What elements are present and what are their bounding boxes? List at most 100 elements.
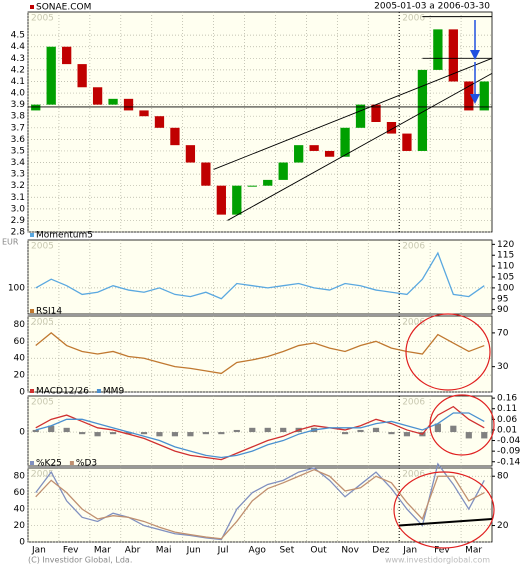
- histogram-bar: [94, 432, 101, 437]
- y-tick-label: 3.2: [11, 181, 25, 191]
- histogram-bar: [434, 423, 441, 433]
- x-tick-label: Ago: [249, 546, 267, 556]
- y-tick-label: 4.2: [11, 65, 25, 75]
- histogram-bar: [218, 432, 225, 435]
- y-tick-label: 0: [19, 428, 25, 438]
- y-tick-label: 4.5: [11, 31, 25, 41]
- y-tick-label: 3.8: [11, 112, 26, 122]
- legend-swatch: [96, 389, 101, 393]
- y-tick-label: 4.1: [11, 77, 25, 87]
- candle: [232, 185, 242, 215]
- x-tick-label: Fev: [63, 546, 79, 556]
- candle: [433, 29, 443, 70]
- ellipse: [393, 471, 495, 549]
- x-tick-label: Mar: [94, 546, 111, 556]
- y-tick-label: 4.0: [11, 89, 26, 99]
- panel: [27, 395, 493, 467]
- y2-tick-label: -0.04: [497, 436, 521, 446]
- candle: [185, 145, 196, 163]
- candle: [417, 69, 428, 151]
- legend-swatch: [30, 461, 34, 465]
- y2-tick-label: -0.14: [497, 457, 521, 467]
- histogram-bar: [156, 432, 163, 437]
- copyright: (C) Investidor Global, Lda.: [28, 556, 132, 565]
- histogram-bar: [48, 425, 55, 433]
- legend-label: MM9: [103, 387, 125, 397]
- y-tick-label: 3.6: [11, 135, 26, 145]
- candle: [402, 133, 412, 151]
- ellipse: [405, 313, 491, 391]
- arrow-head: [470, 94, 480, 104]
- y-tick-label: 100: [8, 283, 25, 293]
- histogram-bar: [125, 432, 132, 435]
- y-tick-label: 3.4: [11, 158, 26, 168]
- series-line: [35, 412, 485, 459]
- y-tick-label: 4.4: [11, 42, 26, 52]
- legend-swatch: [69, 461, 74, 465]
- histogram-bar: [109, 432, 117, 435]
- y-tick-label: 40: [14, 505, 26, 515]
- y-tick-label: 4.3: [11, 54, 25, 64]
- candle: [46, 46, 56, 105]
- y-tick-label: 60: [14, 488, 26, 498]
- histogram-bar: [233, 429, 240, 433]
- y2-tick-label: 0.06: [497, 415, 517, 425]
- x-tick-label: Abr: [125, 546, 141, 556]
- histogram-bar: [403, 432, 411, 437]
- candle: [77, 64, 87, 88]
- candle: [216, 185, 226, 215]
- y2-tick-label: -0.09: [497, 447, 521, 457]
- x-tick-label: Jun: [186, 546, 201, 556]
- candle: [108, 98, 118, 105]
- y2-tick-label: 100: [497, 283, 514, 293]
- candle: [92, 87, 103, 105]
- year-watermark: 2006: [402, 470, 425, 480]
- trendline: [213, 57, 493, 170]
- year-watermark: 2005: [31, 470, 54, 480]
- legend-swatch: [30, 389, 34, 393]
- candle: [371, 104, 381, 122]
- candle: [201, 162, 211, 186]
- legend-label: SONAE.COM: [36, 3, 91, 13]
- histogram-bar: [264, 427, 271, 433]
- histogram-bar: [388, 432, 395, 435]
- x-tick-label: Set: [279, 546, 294, 556]
- legend-label: Momentum5: [36, 231, 93, 241]
- year-watermark: 2005: [31, 242, 54, 252]
- x-tick-label: Jul: [217, 546, 229, 556]
- y2-tick-label: 20: [497, 521, 509, 531]
- y-tick-label: 3.3: [11, 170, 25, 180]
- series-line: [35, 405, 485, 461]
- x-tick-label: Dez: [372, 546, 389, 556]
- x-tick-label: Mar: [465, 546, 482, 556]
- x-tick-label: Mai: [156, 546, 172, 556]
- histogram-bar: [465, 432, 472, 439]
- year-watermark: 2005: [31, 14, 54, 24]
- y-tick-label: 0: [19, 388, 25, 398]
- y2-tick-label: 70: [497, 328, 509, 338]
- series-line: [35, 332, 485, 375]
- legend-label: RSI14: [36, 307, 62, 317]
- y-tick-label: 2.8: [11, 228, 26, 238]
- year-watermark: 2006: [402, 242, 425, 252]
- histogram-bar: [171, 432, 179, 437]
- series-line: [35, 468, 485, 540]
- y2-tick-label: 80: [497, 472, 509, 482]
- legend-label: MACD12/26: [36, 387, 89, 397]
- candle: [448, 29, 458, 82]
- legend-swatch: [30, 233, 34, 237]
- x-tick-label: Jan: [31, 546, 46, 556]
- y2-tick-label: 110: [497, 262, 514, 272]
- candle: [386, 122, 397, 134]
- histogram-bar: [280, 427, 287, 433]
- y2-tick-label: 0.16: [497, 394, 517, 404]
- y-tick-label: 3.0: [11, 204, 26, 214]
- candle: [123, 98, 134, 111]
- candle: [309, 145, 319, 151]
- y-tick-label: 80: [14, 472, 26, 482]
- histogram-bar: [481, 432, 488, 439]
- histogram-bar: [357, 429, 364, 433]
- y-tick-label: 3.1: [11, 193, 25, 203]
- candle: [62, 46, 72, 65]
